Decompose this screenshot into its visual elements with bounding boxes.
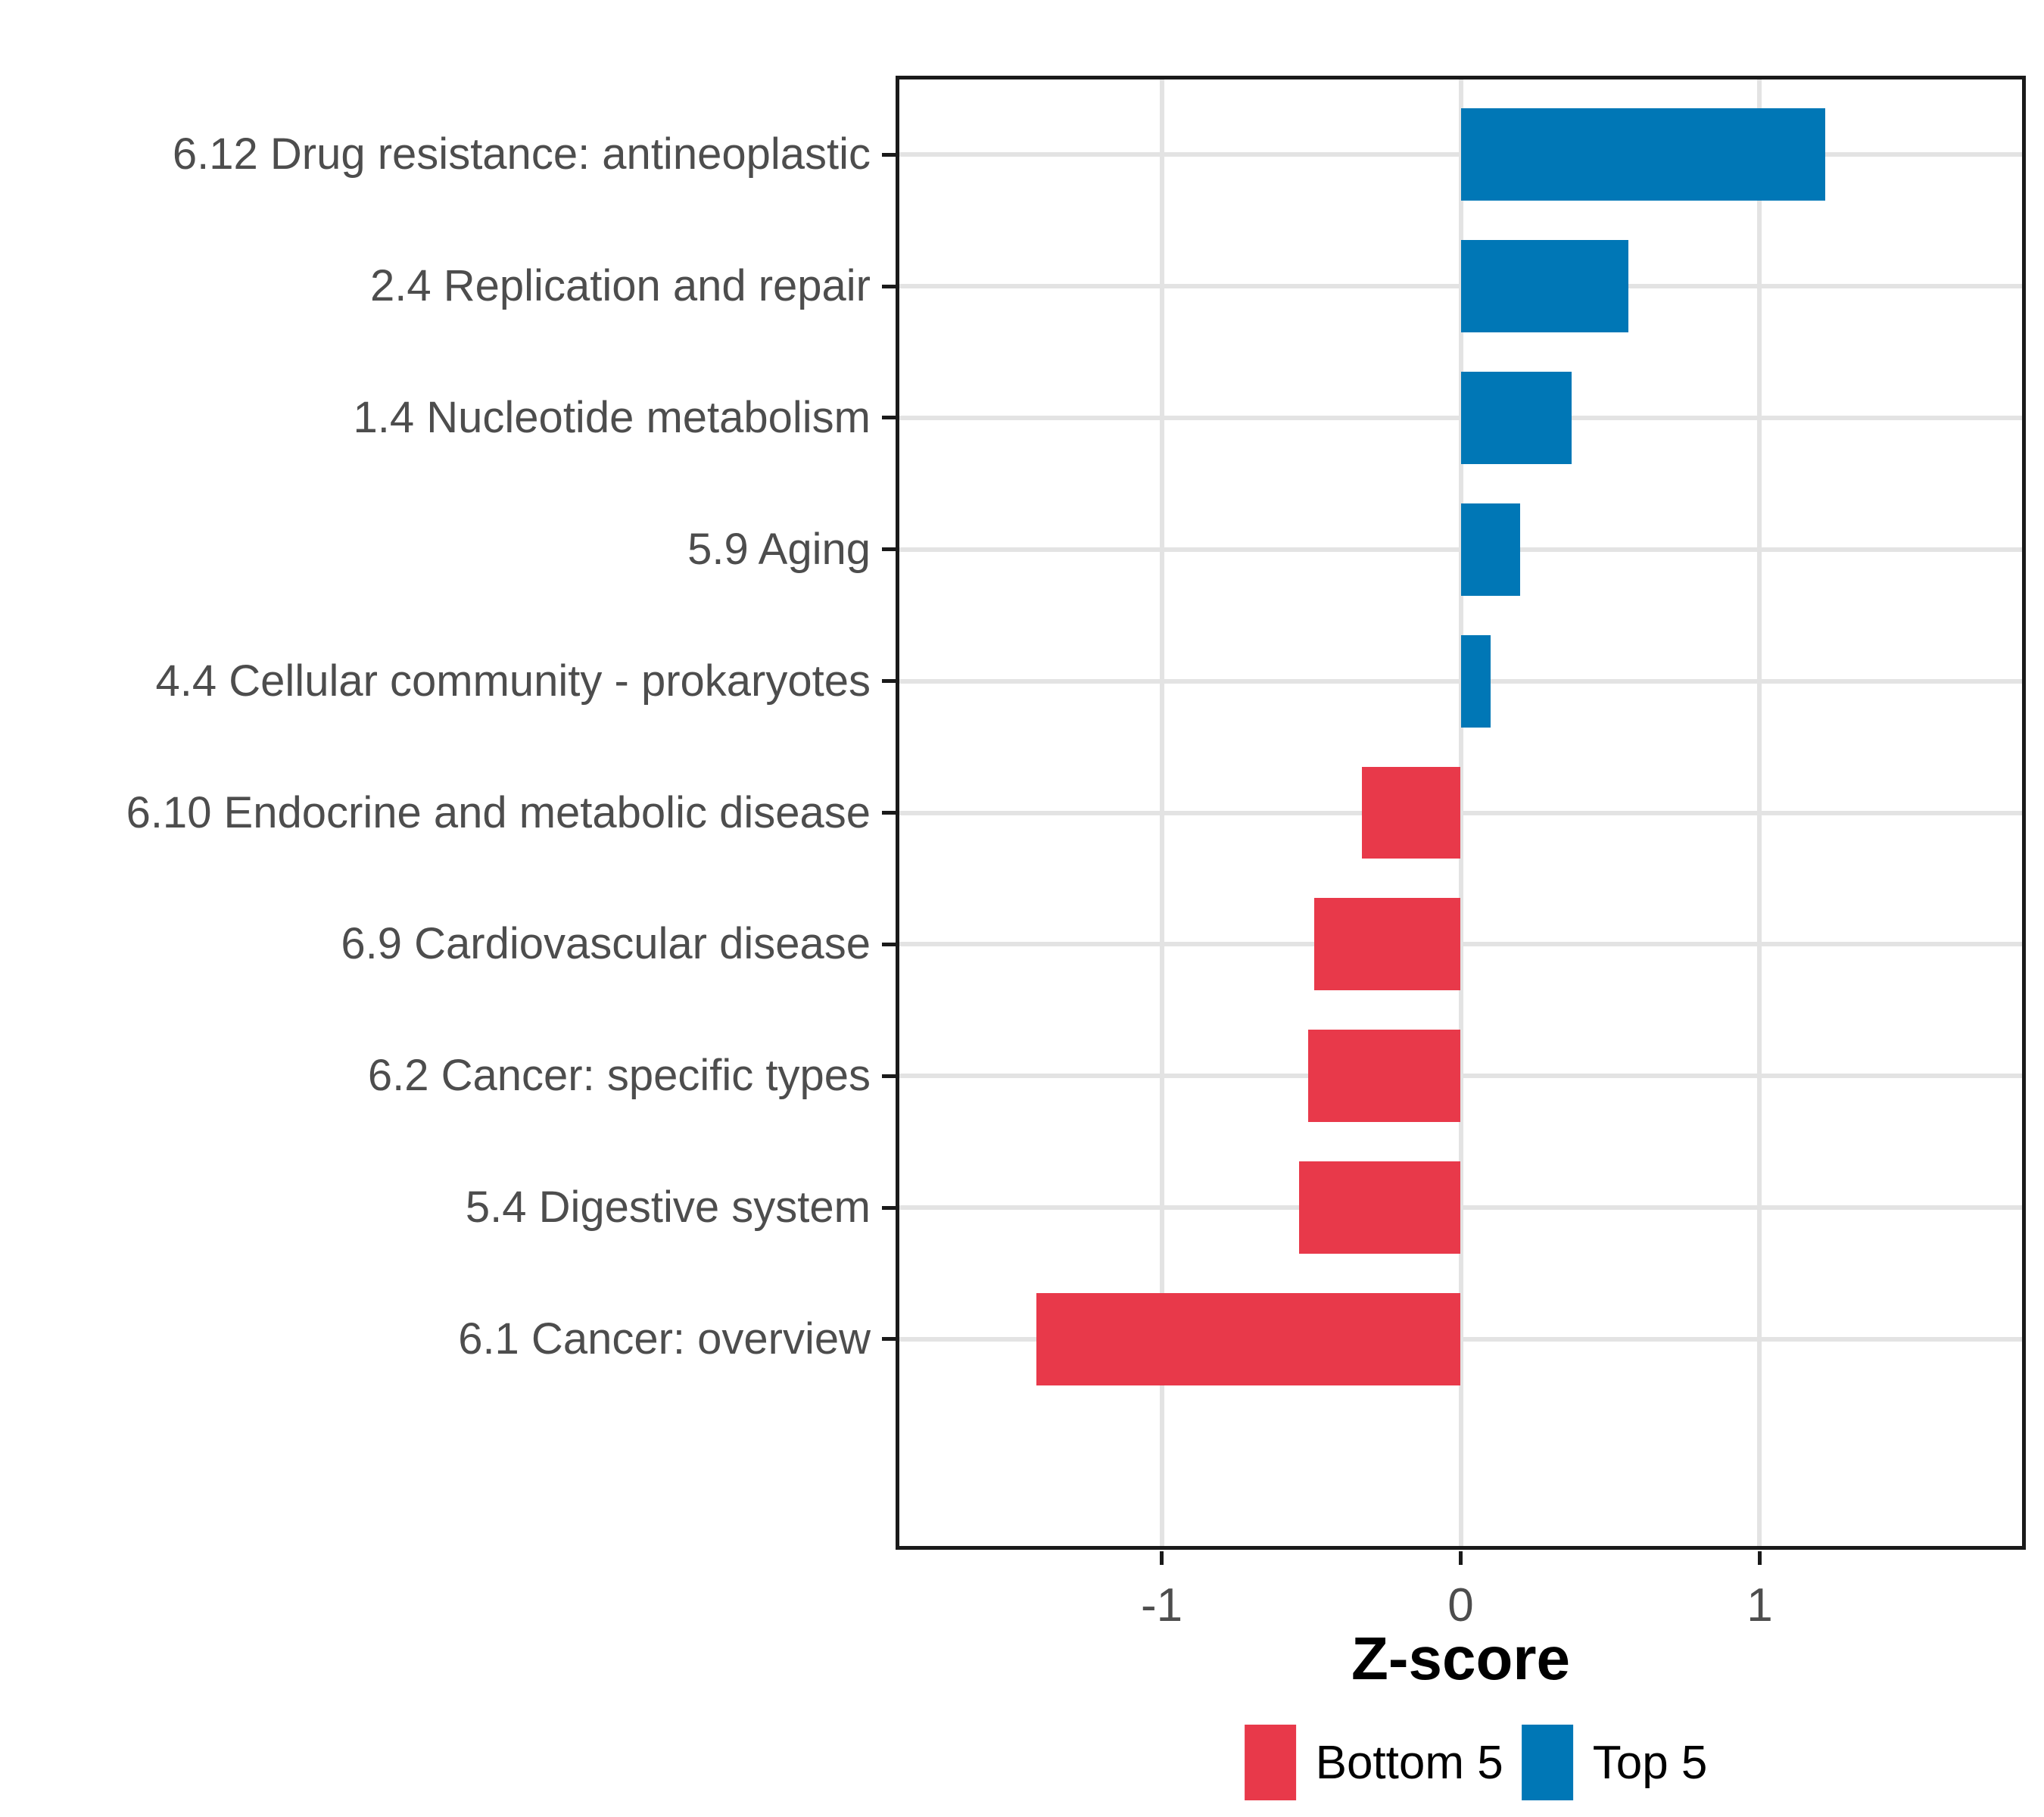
bar-10 <box>1036 1293 1461 1385</box>
y-tick-mark <box>882 152 896 157</box>
bar-2 <box>1460 240 1628 332</box>
y-axis-label: 6.10 Endocrine and metabolic disease <box>126 787 871 837</box>
legend: Bottom 5 Top 5 <box>1244 1725 1708 1800</box>
y-tick-mark <box>882 416 896 420</box>
y-gridline-row-8 <box>896 1074 2026 1079</box>
legend-label-bottom5: Bottom 5 <box>1315 1736 1503 1789</box>
bar-6 <box>1362 766 1461 859</box>
bar-3 <box>1460 372 1572 464</box>
x-tick-label: 0 <box>1447 1579 1474 1632</box>
y-tick-mark <box>882 1205 896 1210</box>
x-tick-mark <box>1160 1551 1164 1565</box>
x-tick-mark <box>1459 1551 1463 1565</box>
bar-9 <box>1299 1161 1461 1254</box>
y-tick-mark <box>882 942 896 946</box>
y-axis-label: 6.1 Cancer: overview <box>458 1314 871 1364</box>
y-gridline-row-10 <box>896 1336 2026 1342</box>
y-axis-label: 5.9 Aging <box>687 524 871 574</box>
y-axis-label: 2.4 Replication and repair <box>370 261 871 311</box>
plot-panel <box>896 76 2026 1550</box>
x-tick-label: -1 <box>1140 1579 1183 1632</box>
bar-1 <box>1460 108 1826 201</box>
legend-label-top5: Top 5 <box>1592 1736 1708 1789</box>
y-axis-label: 1.4 Nucleotide metabolism <box>353 392 871 442</box>
y-axis-label: 6.2 Cancer: specific types <box>367 1051 871 1101</box>
y-tick-mark <box>882 547 896 552</box>
x-tick-label: 1 <box>1746 1579 1773 1632</box>
y-tick-mark <box>882 811 896 815</box>
y-tick-mark <box>882 679 896 684</box>
bar-5 <box>1460 634 1491 728</box>
y-tick-mark <box>882 1074 896 1078</box>
x-axis-title: Z-score <box>1351 1625 1570 1692</box>
y-axis-label: 6.12 Drug resistance: antineoplastic <box>172 129 871 179</box>
legend-swatch-top5 <box>1521 1725 1573 1800</box>
bar-7 <box>1313 898 1461 991</box>
y-gridline-row-6 <box>896 810 2026 815</box>
legend-item-top5: Top 5 <box>1521 1725 1708 1800</box>
y-gridline-row-9 <box>896 1205 2026 1211</box>
bar-4 <box>1460 503 1521 596</box>
legend-item-bottom5: Bottom 5 <box>1244 1725 1503 1800</box>
y-axis-label: 5.4 Digestive system <box>465 1183 871 1233</box>
legend-swatch-bottom5 <box>1244 1725 1296 1800</box>
bar-8 <box>1308 1030 1461 1123</box>
y-axis-label: 6.9 Cardiovascular disease <box>341 919 871 969</box>
y-tick-mark <box>882 284 896 288</box>
y-gridline-row-7 <box>896 942 2026 947</box>
y-tick-mark <box>882 1337 896 1342</box>
y-axis-label: 4.4 Cellular community - prokaryotes <box>155 656 871 706</box>
x-tick-mark <box>1757 1551 1762 1565</box>
